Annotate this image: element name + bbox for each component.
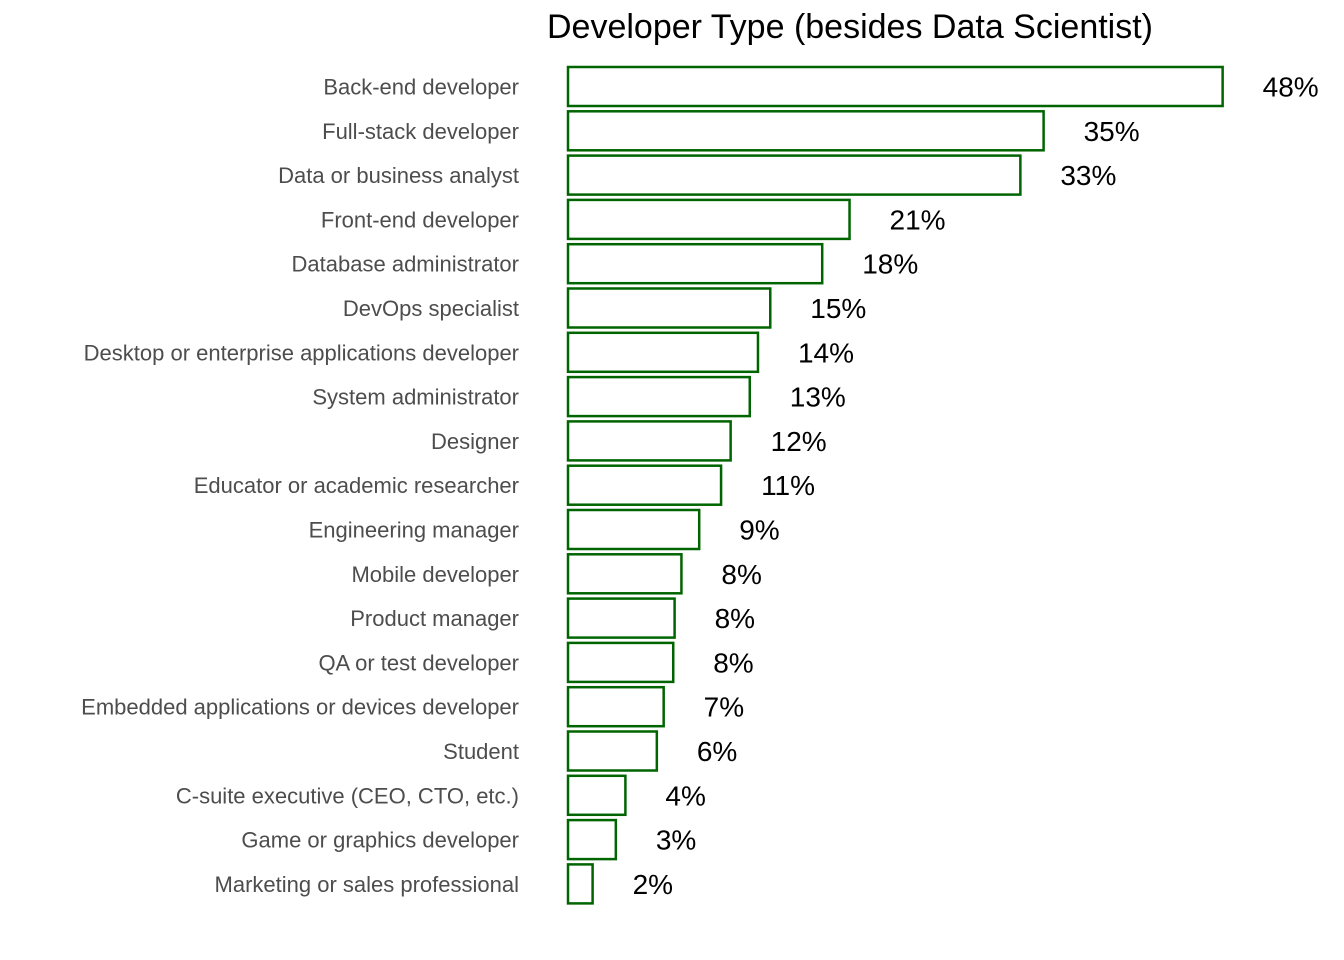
category-label: Desktop or enterprise applications devel… <box>84 340 519 365</box>
value-label: 7% <box>704 692 744 723</box>
bar <box>566 154 1022 196</box>
bar <box>566 331 760 374</box>
bar <box>566 198 851 241</box>
bar <box>566 375 752 418</box>
category-label: C-suite executive (CEO, CTO, etc.) <box>176 783 519 808</box>
bar <box>566 730 659 772</box>
category-label: Embedded applications or devices develop… <box>81 695 519 720</box>
bar <box>566 508 701 551</box>
value-label: 18% <box>862 249 918 280</box>
value-label: 15% <box>810 293 866 324</box>
value-label: 14% <box>798 337 854 368</box>
bar <box>566 110 1045 152</box>
value-label: 48% <box>1263 72 1319 103</box>
value-label: 21% <box>890 204 946 235</box>
bar <box>566 597 676 639</box>
bar <box>566 287 772 329</box>
value-label: 9% <box>739 515 779 546</box>
category-label: Marketing or sales professional <box>215 872 519 897</box>
category-label: System administrator <box>312 385 519 410</box>
value-label: 2% <box>633 869 673 900</box>
category-label: QA or test developer <box>318 650 519 675</box>
bar <box>566 553 683 595</box>
bar <box>566 641 675 684</box>
category-labels-group: Back-end developer Full-stack developer Da… <box>81 75 519 897</box>
value-labels-group: 48% 35% 33% 21% 18% 15% 14% 13% 12% 11% 9% 8% 8% 8% 7%… <box>633 72 1319 900</box>
bar <box>566 863 594 905</box>
value-label: 3% <box>656 825 696 856</box>
category-label: DevOps specialist <box>343 296 519 321</box>
category-label: Product manager <box>350 606 519 631</box>
bar <box>566 420 732 462</box>
bars-group <box>566 65 1224 905</box>
category-label: Data or business analyst <box>278 163 519 188</box>
category-label: Back-end developer <box>323 75 519 100</box>
value-label: 8% <box>721 559 761 590</box>
category-label: Database administrator <box>292 252 519 277</box>
value-label: 11% <box>761 470 815 501</box>
value-label: 4% <box>665 780 705 811</box>
value-label: 13% <box>790 382 846 413</box>
category-label: Game or graphics developer <box>241 828 519 853</box>
category-label: Mobile developer <box>351 562 519 587</box>
category-label: Educator or academic researcher <box>194 473 519 498</box>
bar <box>566 464 723 506</box>
value-label: 35% <box>1084 116 1140 147</box>
value-label: 33% <box>1060 160 1116 191</box>
chart-title: Developer Type (besides Data Scientist) <box>547 8 1153 46</box>
bar <box>566 685 665 728</box>
value-label: 8% <box>715 603 755 634</box>
bar <box>566 242 824 285</box>
value-label: 8% <box>713 647 753 678</box>
category-label: Student <box>443 739 519 764</box>
bar <box>566 818 618 861</box>
category-label: Designer <box>431 429 519 454</box>
category-label: Full-stack developer <box>322 119 519 144</box>
category-label: Front-end developer <box>321 207 519 232</box>
category-label: Engineering manager <box>309 518 519 543</box>
value-label: 12% <box>771 426 827 457</box>
bar <box>566 774 627 817</box>
bar <box>566 65 1224 108</box>
value-label: 6% <box>697 736 737 767</box>
